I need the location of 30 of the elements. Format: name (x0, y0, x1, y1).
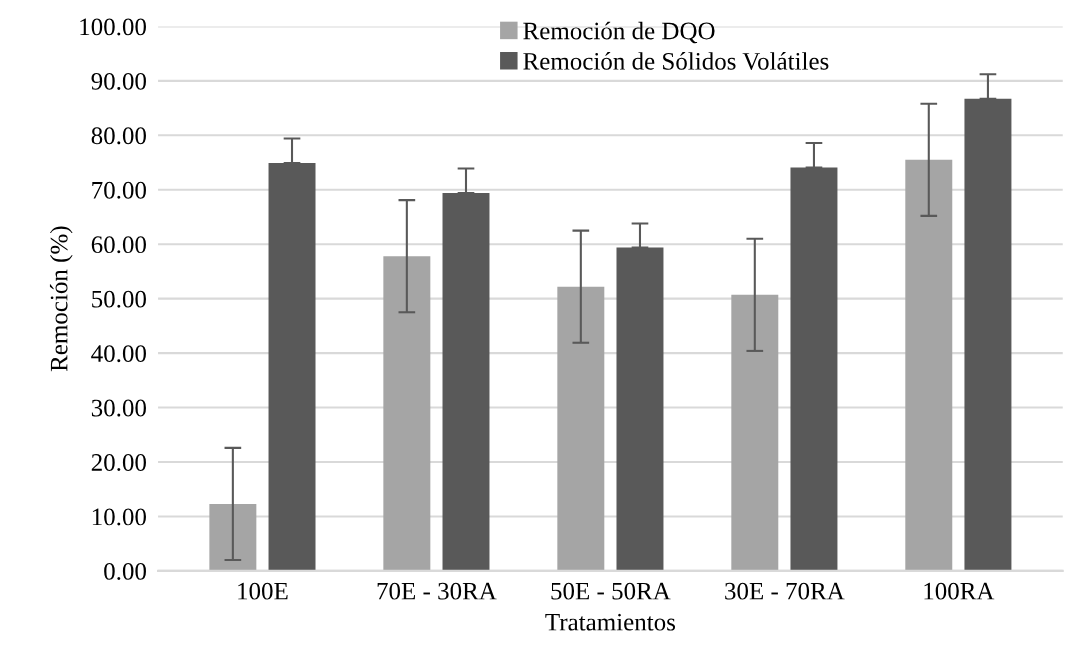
x-tick-label: 30E - 70RA (725, 582, 845, 600)
legend-label: Remoción de DQO (523, 21, 715, 44)
x-tick-label: 100RA (924, 582, 995, 600)
y-tick-label: 20.00 (91, 454, 146, 472)
x-axis-title: Tratamientos (545, 613, 676, 631)
bar (442, 193, 490, 571)
x-tick-label: 100E (238, 582, 288, 600)
y-tick-label: 70.00 (92, 181, 146, 199)
x-tick-label: 50E - 50RA (551, 582, 671, 600)
bar (731, 294, 779, 571)
y-tick-label: 60.00 (91, 236, 146, 254)
y-tick-label: 10.00 (92, 508, 146, 526)
y-tick-label: 90.00 (91, 72, 146, 90)
y-tick-label: 80.00 (91, 127, 146, 145)
y-tick-label: 30.00 (91, 399, 146, 417)
bar (557, 286, 605, 571)
legend-label: Remoción de Sólidos Volátiles (523, 52, 829, 70)
bar (383, 256, 431, 571)
bar (209, 503, 257, 571)
bar (616, 247, 664, 571)
y-tick-label: 50.00 (92, 290, 146, 308)
y-tick-label: 0.00 (104, 562, 146, 580)
y-tick-label: 40.00 (91, 345, 146, 363)
y-tick-label: 100.00 (80, 18, 146, 36)
bar (268, 163, 316, 571)
bar (905, 159, 953, 571)
bar (964, 98, 1012, 571)
y-axis-title: Remoción (%) (49, 226, 73, 372)
x-tick-label: 70E - 30RA (377, 582, 497, 600)
bar (790, 167, 838, 571)
